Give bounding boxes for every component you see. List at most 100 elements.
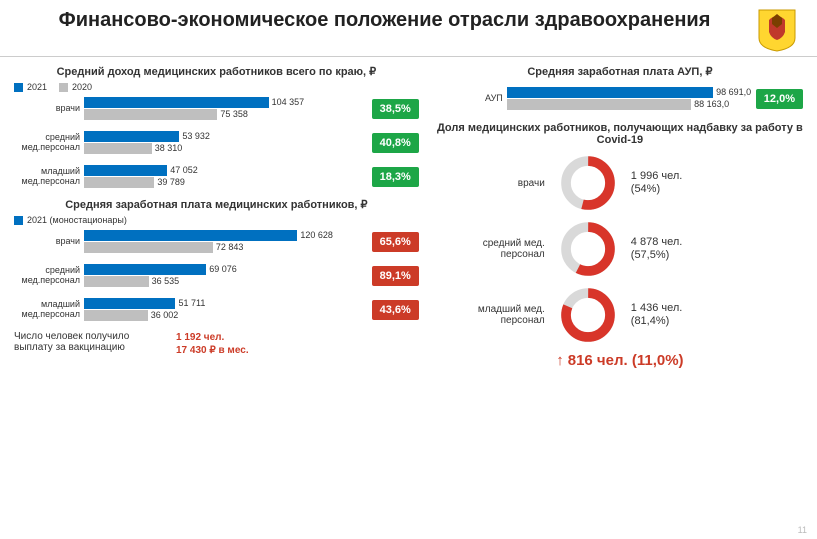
bar-row: врачи 104 357 75 358 38,5% (14, 96, 419, 122)
donut-pct: (54%) (631, 183, 683, 196)
legend-label: 2021 (27, 82, 47, 92)
bar-2021 (84, 298, 175, 309)
footer-line1: 1 192 чел. (176, 331, 249, 344)
footer-label: Число человек получило выплату за вакцин… (14, 331, 164, 357)
donut-category: врачи (437, 178, 545, 189)
page-number: 11 (798, 525, 807, 535)
chart1-title: Средний доход медицинских работников все… (14, 65, 419, 78)
pct-badge: 38,5% (372, 99, 419, 119)
bar-row: врачи 120 628 72 843 65,6% (14, 229, 419, 255)
bar-track: 51 711 36 002 (84, 297, 366, 323)
chart1-legend: 2021 2020 (14, 82, 419, 92)
bar-value-2021: 53 932 (182, 131, 210, 141)
bar-track: 53 932 38 310 (84, 130, 366, 156)
donut-chart (559, 220, 617, 278)
bar-category: младший мед.персонал (14, 300, 84, 320)
donut-info: 4 878 чел.(57,5%) (631, 236, 683, 262)
bar-row: АУП 98 691,0 88 163,0 12,0% (437, 86, 803, 112)
bar-track: 69 07636 535 (84, 263, 366, 289)
bar-2021 (84, 264, 206, 275)
bar-value-2020: 88 163,0 (694, 99, 729, 109)
footer-values: 1 192 чел. 17 430 ₽ в мес. (176, 331, 249, 357)
bar-track: 98 691,0 88 163,0 (507, 86, 750, 112)
bar-2021 (507, 87, 713, 98)
bar-2020 (84, 242, 213, 253)
bar-row: средний мед.персонал53 93238 31040,8% (14, 130, 419, 156)
chart2-title: Средняя заработная плата медицинских раб… (14, 198, 419, 211)
bar-2020 (84, 109, 217, 120)
footer-line2: 17 430 ₽ в мес. (176, 344, 249, 357)
legend-label: 2021 (моностационары) (27, 215, 127, 225)
donut-chart (559, 154, 617, 212)
main: Средний доход медицинских работников все… (0, 57, 817, 369)
chart1: врачи104 35775 35838,5%средний мед.персо… (14, 96, 419, 190)
donut-category: младший мед. персонал (437, 304, 545, 326)
bar-category: средний мед.персонал (14, 266, 84, 286)
donut-count: 4 878 чел. (631, 236, 683, 249)
donuts: врачи 1 996 чел.(54%) средний мед. персона… (437, 154, 803, 344)
pct-badge: 43,6% (372, 300, 419, 320)
bar-row: средний мед.персонал69 07636 535 89,1% (14, 263, 419, 289)
bar-value-2021: 47 052 (170, 165, 198, 175)
bar-2021 (84, 230, 297, 241)
bar-category: АУП (437, 94, 507, 104)
bar-value-2020: 75 358 (220, 109, 248, 119)
bar-2021 (84, 131, 179, 142)
bar-2020 (507, 99, 691, 110)
donut-row: средний мед. персонал 4 878 чел.(57,5%) (437, 220, 803, 278)
bar-value-2020: 36 002 (151, 310, 179, 320)
donut-row: врачи 1 996 чел.(54%) (437, 154, 803, 212)
pct-badge: 65,6% (372, 232, 419, 252)
donuts-title: Доля медицинских работников, получающих … (437, 122, 803, 146)
bar-value-2021: 120 628 (300, 230, 333, 240)
bar-category: младший мед.персонал (14, 167, 84, 187)
right-column: Средняя заработная плата АУП, ₽ АУП98 69… (437, 63, 803, 369)
legend-swatch (14, 83, 23, 92)
right-footer: ↑816 чел. (11,0%) (437, 352, 803, 369)
bar-2020 (84, 276, 149, 287)
right-footer-text: 816 чел. (11,0%) (568, 352, 684, 369)
donut-count: 1 436 чел. (631, 302, 683, 315)
left-footer: Число человек получило выплату за вакцин… (14, 331, 419, 357)
bar-2021 (84, 165, 167, 176)
chart2-legend: 2021 (моностационары) (14, 215, 419, 225)
donut-info: 1 996 чел.(54%) (631, 170, 683, 196)
bar-value-2021: 98 691,0 (716, 87, 751, 97)
donut-category: средний мед. персонал (437, 238, 545, 260)
legend-label: 2020 (72, 82, 92, 92)
donut-chart (559, 286, 617, 344)
donut-row: младший мед. персонал 1 436 чел.(81,4%) (437, 286, 803, 344)
bar-track: 120 628 72 843 (84, 229, 366, 255)
pct-badge: 89,1% (372, 266, 419, 286)
bar-value-2021: 104 357 (272, 97, 305, 107)
bar-category: врачи (14, 104, 84, 114)
bar-row: младший мед.персонал 47 052 39 789 18,3% (14, 164, 419, 190)
pct-badge: 18,3% (372, 167, 419, 187)
bar-2020 (84, 177, 154, 188)
bar-value-2020: 72 843 (216, 242, 244, 252)
bar-2020 (84, 143, 152, 154)
legend-swatch (59, 83, 68, 92)
pct-badge: 40,8% (372, 133, 419, 153)
bar-value-2021: 51 711 (178, 298, 205, 308)
crest-icon (757, 8, 797, 52)
bar-value-2021: 69 076 (209, 264, 237, 274)
legend-swatch (14, 216, 23, 225)
bar-track: 47 052 39 789 (84, 164, 366, 190)
donut-pct: (81,4%) (631, 315, 683, 328)
chart3: АУП 98 691,0 88 163,0 12,0% (437, 86, 803, 112)
arrow-up-icon: ↑ (556, 352, 564, 369)
bar-value-2020: 39 789 (157, 177, 185, 187)
bar-2020 (84, 310, 148, 321)
bar-value-2020: 38 310 (155, 143, 183, 153)
chart2: врачи 120 628 72 843 65,6% средний мед.персо… (14, 229, 419, 323)
chart3-title: Средняя заработная плата АУП, ₽ (437, 65, 803, 78)
pct-badge: 12,0% (756, 89, 803, 109)
donut-count: 1 996 чел. (631, 170, 683, 183)
left-column: Средний доход медицинских работников все… (14, 63, 419, 369)
page-title: Финансово-экономическое положение отрасл… (20, 8, 749, 32)
donut-pct: (57,5%) (631, 249, 683, 262)
bar-category: врачи (14, 237, 84, 247)
header: Финансово-экономическое положение отрасл… (0, 0, 817, 57)
bar-row: младший мед.персонал 51 711 36 002 43,6% (14, 297, 419, 323)
